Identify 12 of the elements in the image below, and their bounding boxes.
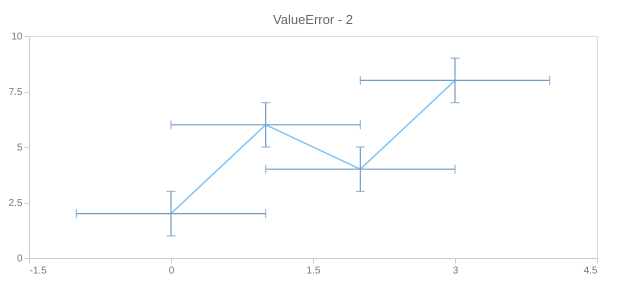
y-tick-label: 5: [16, 142, 23, 154]
x-tick-label: 0: [168, 266, 175, 276]
line-series: [170, 80, 456, 214]
y-tick-label: 10: [11, 32, 23, 42]
y-tick-label: 2.5: [8, 198, 23, 209]
chart-title: ValueError - 2: [273, 12, 353, 27]
x-tick-label: 4.5: [584, 266, 598, 276]
y-tick-label: 7.5: [8, 87, 23, 98]
x-tick-label: -1.5: [30, 266, 48, 276]
x-tick-label: 1.5: [306, 266, 321, 276]
y-tick-label: 0: [16, 254, 23, 264]
x-tick-label: 3: [452, 266, 459, 276]
